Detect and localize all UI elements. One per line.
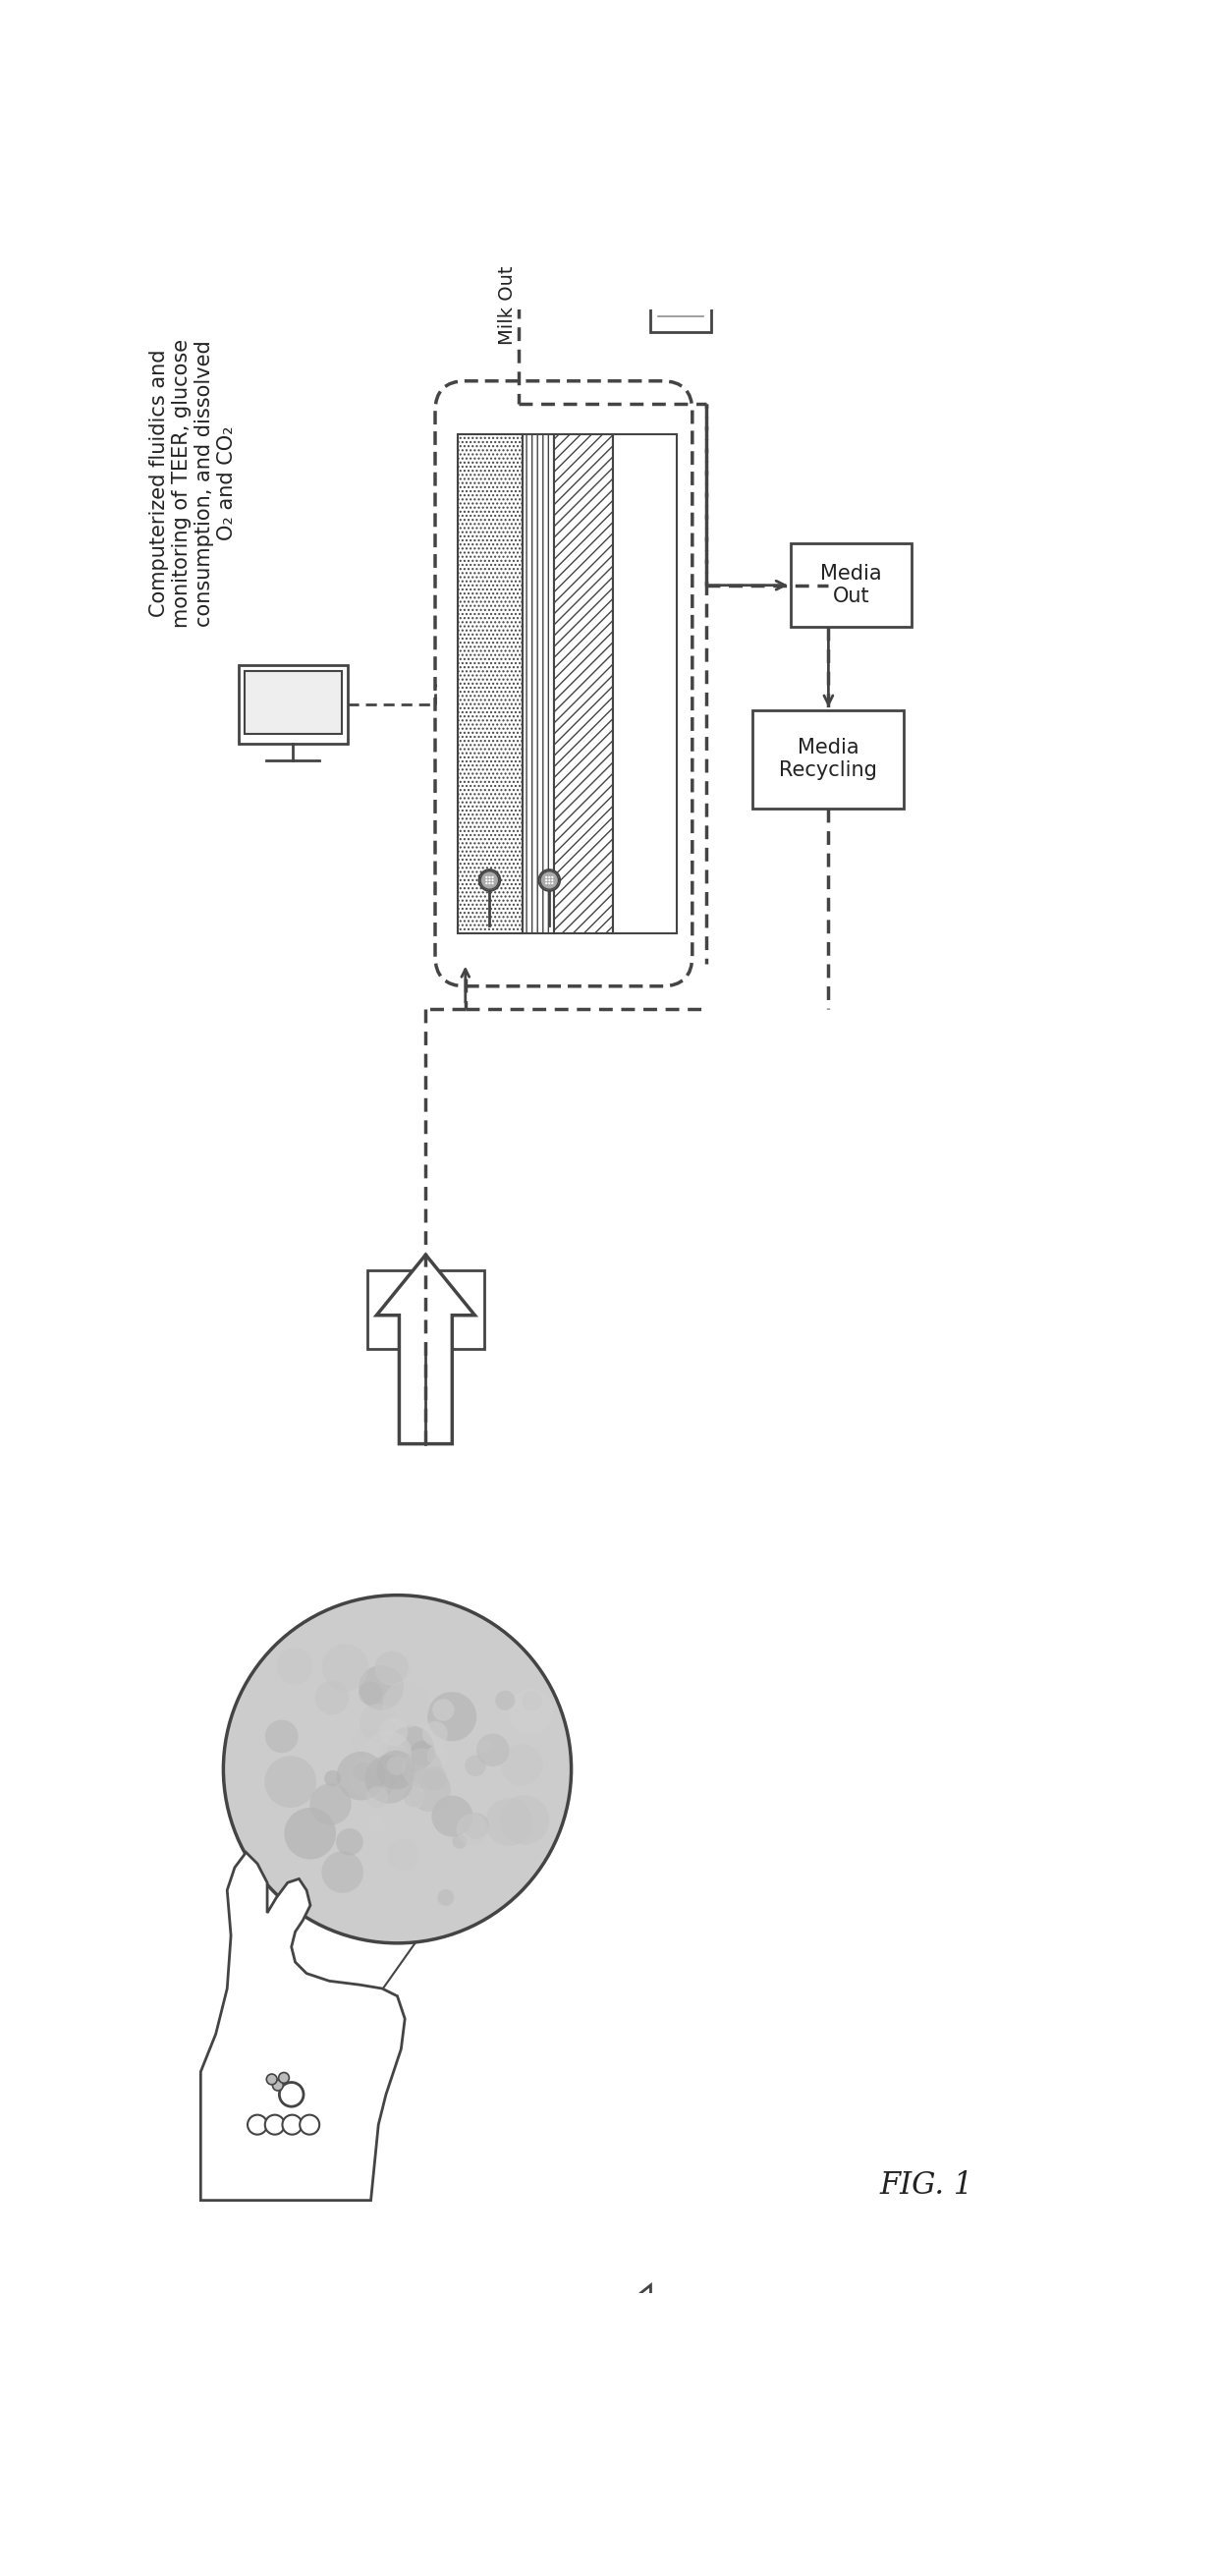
Polygon shape <box>201 1852 404 2200</box>
Bar <box>245 670 342 734</box>
Circle shape <box>437 1888 454 1906</box>
Circle shape <box>352 1728 379 1757</box>
Circle shape <box>431 1795 473 1837</box>
Circle shape <box>367 1816 385 1834</box>
Circle shape <box>452 1834 466 1850</box>
Circle shape <box>300 2115 319 2136</box>
Circle shape <box>432 1700 454 1721</box>
Circle shape <box>382 1680 430 1728</box>
Circle shape <box>365 1754 414 1803</box>
Polygon shape <box>632 2285 650 2316</box>
Text: Media
Recycling: Media Recycling <box>780 737 877 781</box>
Text: Media
In: Media In <box>395 1288 457 1332</box>
Circle shape <box>479 1739 491 1752</box>
Circle shape <box>266 1721 298 1752</box>
Circle shape <box>359 1703 398 1741</box>
Circle shape <box>387 1757 407 1775</box>
Circle shape <box>264 1757 317 1808</box>
Circle shape <box>279 2074 289 2084</box>
Circle shape <box>276 1649 313 1685</box>
Bar <box>790 544 911 626</box>
Circle shape <box>479 871 501 891</box>
Circle shape <box>322 1643 369 1690</box>
Bar <box>239 665 348 744</box>
Circle shape <box>324 1770 341 1788</box>
Circle shape <box>353 1762 373 1783</box>
Circle shape <box>496 1690 515 1710</box>
Circle shape <box>457 1814 488 1847</box>
Circle shape <box>279 2081 303 2107</box>
Circle shape <box>382 1765 401 1783</box>
Circle shape <box>322 1852 363 1893</box>
Bar <box>554 433 613 933</box>
Circle shape <box>538 871 560 891</box>
Circle shape <box>266 2115 285 2136</box>
Text: Media
Out: Media Out <box>821 564 882 605</box>
Text: FIG. 1: FIG. 1 <box>879 2169 973 2200</box>
Circle shape <box>375 1651 409 1685</box>
Circle shape <box>336 1752 385 1801</box>
Bar <box>613 433 677 933</box>
Circle shape <box>387 1726 435 1772</box>
Circle shape <box>284 1808 336 1860</box>
Circle shape <box>378 1739 407 1770</box>
Circle shape <box>315 1680 350 1716</box>
Circle shape <box>426 1744 448 1767</box>
Circle shape <box>247 2115 267 2136</box>
Circle shape <box>428 1692 476 1741</box>
Circle shape <box>408 1770 451 1811</box>
Circle shape <box>402 1749 442 1788</box>
Circle shape <box>354 1883 398 1927</box>
Circle shape <box>485 1798 533 1847</box>
Circle shape <box>387 1839 419 1870</box>
Circle shape <box>476 1734 509 1767</box>
Circle shape <box>376 1752 415 1790</box>
Circle shape <box>523 1690 542 1710</box>
Circle shape <box>463 1814 490 1839</box>
Circle shape <box>359 1664 403 1710</box>
Circle shape <box>481 871 498 889</box>
Circle shape <box>501 1744 543 1785</box>
Circle shape <box>223 1595 571 1942</box>
Circle shape <box>348 1754 392 1798</box>
Circle shape <box>380 1718 408 1747</box>
Circle shape <box>283 2115 302 2136</box>
Circle shape <box>267 2074 276 2084</box>
Circle shape <box>391 1772 407 1788</box>
Circle shape <box>423 1767 447 1790</box>
Circle shape <box>336 1829 363 1855</box>
Bar <box>523 433 554 933</box>
Text: Computerized fluidics and
monitoring of TEER, glucose
consumption, and dissolved: Computerized fluidics and monitoring of … <box>149 337 238 629</box>
Circle shape <box>375 1651 408 1685</box>
Circle shape <box>423 1721 448 1747</box>
Bar <box>458 433 523 933</box>
Bar <box>650 278 711 332</box>
Circle shape <box>364 1731 412 1777</box>
Circle shape <box>508 1690 553 1734</box>
Circle shape <box>390 1749 408 1767</box>
Bar <box>753 711 904 809</box>
Polygon shape <box>376 1255 475 1445</box>
Circle shape <box>410 1741 436 1767</box>
Circle shape <box>368 1770 395 1795</box>
Bar <box>367 1270 485 1350</box>
Circle shape <box>499 1795 549 1844</box>
Text: Milk Out: Milk Out <box>498 265 516 345</box>
Circle shape <box>541 871 558 889</box>
Circle shape <box>390 1780 424 1814</box>
Circle shape <box>403 1788 423 1808</box>
Bar <box>666 268 695 281</box>
Circle shape <box>309 1783 351 1824</box>
Circle shape <box>465 1754 486 1777</box>
FancyBboxPatch shape <box>435 381 692 987</box>
Circle shape <box>273 2079 283 2092</box>
Circle shape <box>380 1747 413 1780</box>
Circle shape <box>358 1682 382 1705</box>
Circle shape <box>367 1785 389 1808</box>
